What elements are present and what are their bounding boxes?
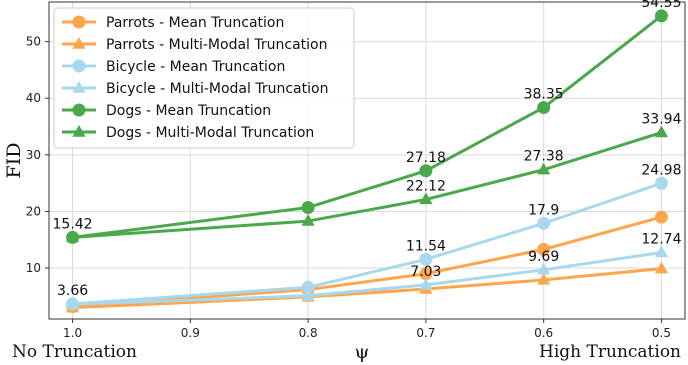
legend-item: Parrots - Multi-Modal Truncation: [62, 36, 327, 53]
legend-item: Dogs - Mean Truncation: [62, 103, 271, 119]
data-point: [537, 162, 551, 175]
series-parrots-multi-modal-truncation: [66, 261, 668, 313]
data-point: [654, 176, 668, 190]
data-point: [654, 210, 668, 224]
y-tick-label: 50: [26, 35, 41, 49]
x-tick-label: 0.7: [416, 326, 435, 340]
data-label: 27.18: [406, 150, 446, 166]
x-tick-label: 0.5: [652, 326, 671, 340]
data-label: 22.12: [406, 178, 446, 194]
legend-label: Dogs - Mean Truncation: [106, 103, 271, 119]
legend-label: Dogs - Multi-Modal Truncation: [106, 125, 314, 141]
x-axis-title: ψ: [355, 341, 370, 363]
y-tick-label: 30: [26, 148, 41, 162]
data-point: [654, 125, 668, 138]
x-tick-label: 0.6: [534, 326, 553, 340]
series-line: [72, 181, 662, 306]
data-label: 27.38: [524, 149, 564, 165]
series-bicycle-multi-modal-truncation: [66, 245, 668, 309]
legend-item: Bicycle - Multi-Modal Truncation: [62, 80, 328, 97]
legend-label: Bicycle - Mean Truncation: [106, 59, 285, 75]
data-point: [419, 252, 433, 266]
data-label: 7.03: [410, 264, 441, 280]
data-label: 11.54: [406, 238, 446, 254]
data-label: 54.55: [641, 0, 681, 11]
axes: 1.0 0.9 0.8 0.7 0.6 0.5 10 20 30 40 50: [26, 1, 686, 340]
series-bicycle-mean-truncation: [66, 176, 668, 311]
legend-label: Parrots - Multi-Modal Truncation: [106, 37, 327, 53]
y-tick-label: 20: [26, 204, 41, 218]
data-point: [537, 101, 551, 115]
data-label: 17.9: [528, 202, 559, 218]
legend-marker: [72, 124, 86, 137]
x-tick-label: 0.8: [299, 326, 318, 340]
legend-marker: [72, 80, 86, 93]
data-point: [301, 288, 315, 301]
legend-box: [53, 7, 355, 149]
data-point: [654, 9, 668, 23]
data-label: 3.66: [57, 283, 88, 299]
data-point: [654, 245, 668, 258]
y-axis-title: FID: [3, 143, 25, 179]
data-label: 15.42: [53, 216, 93, 232]
data-label: 33.94: [641, 112, 681, 128]
series-layer: [66, 9, 668, 314]
data-point: [537, 262, 551, 275]
data-label: 9.69: [528, 249, 559, 265]
x-tick-label: 0.9: [181, 326, 200, 340]
data-point: [537, 272, 551, 285]
series-dogs-multi-modal-truncation: [66, 125, 668, 243]
data-point: [537, 242, 551, 256]
x-tick-label: 1.0: [63, 326, 82, 340]
x-annotation-no-truncation: No Truncation: [12, 342, 137, 362]
data-label: 12.74: [641, 232, 681, 248]
data-point: [419, 277, 433, 290]
legend-item: Bicycle - Mean Truncation: [62, 59, 285, 75]
data-point: [66, 230, 80, 243]
y-tick-label: 10: [26, 261, 41, 275]
legend-marker: [72, 59, 86, 73]
x-annotation-high-truncation: High Truncation: [539, 342, 681, 362]
legend-item: Dogs - Multi-Modal Truncation: [62, 124, 314, 141]
data-point: [419, 164, 433, 178]
data-point: [537, 216, 551, 230]
data-label: 38.35: [524, 87, 564, 103]
data-point: [301, 200, 315, 214]
legend-marker: [72, 36, 86, 49]
y-tick-label: 40: [26, 91, 41, 105]
data-label: 24.98: [641, 162, 681, 178]
data-point: [66, 297, 80, 309]
legend-item: Parrots - Mean Truncation: [62, 15, 284, 31]
plot-frame: [48, 1, 686, 320]
data-point: [301, 214, 315, 226]
legend: Parrots - Mean Truncation Parrots - Multi…: [53, 7, 355, 149]
legend-marker: [72, 103, 86, 117]
data-labels: 54.55 38.35 33.94 27.18 27.38 24.98 22.12 17.9 1…: [53, 0, 682, 299]
legend-label: Bicycle - Multi-Modal Truncation: [106, 81, 328, 97]
legend-label: Parrots - Mean Truncation: [106, 15, 284, 31]
data-point: [419, 192, 433, 205]
legend-marker: [72, 15, 86, 29]
data-point: [654, 261, 668, 274]
